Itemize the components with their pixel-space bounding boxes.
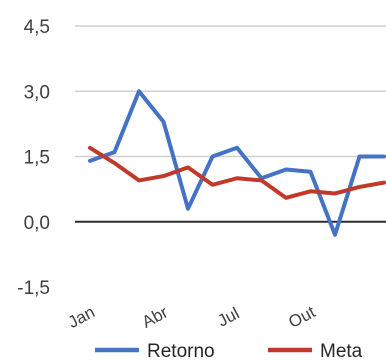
y-tick-label: 3,0 [24, 82, 50, 103]
x-tick-label: Abr [139, 302, 172, 331]
y-tick-label: 1,5 [24, 148, 50, 169]
series-line-retorno [88, 89, 386, 237]
y-tick-label: 0,0 [24, 213, 50, 234]
y-tick-label: -1,5 [17, 278, 50, 299]
series-line-meta [88, 145, 386, 200]
series-lines [88, 89, 386, 237]
legend-label-retorno: Retorno [147, 341, 215, 361]
x-tick-label: Out [285, 302, 318, 332]
gridlines [75, 25, 386, 223]
x-axis-ticks: Jan Abr Jul Out [65, 302, 319, 332]
x-tick-label: Jul [214, 304, 242, 331]
y-tick-label: 4,5 [24, 17, 50, 38]
x-tick-label: Jan [65, 302, 98, 332]
legend: Retorno Meta [95, 341, 363, 361]
legend-label-meta: Meta [320, 341, 363, 361]
y-axis-ticks: 4,5 3,0 1,5 0,0 -1,5 [17, 17, 50, 299]
